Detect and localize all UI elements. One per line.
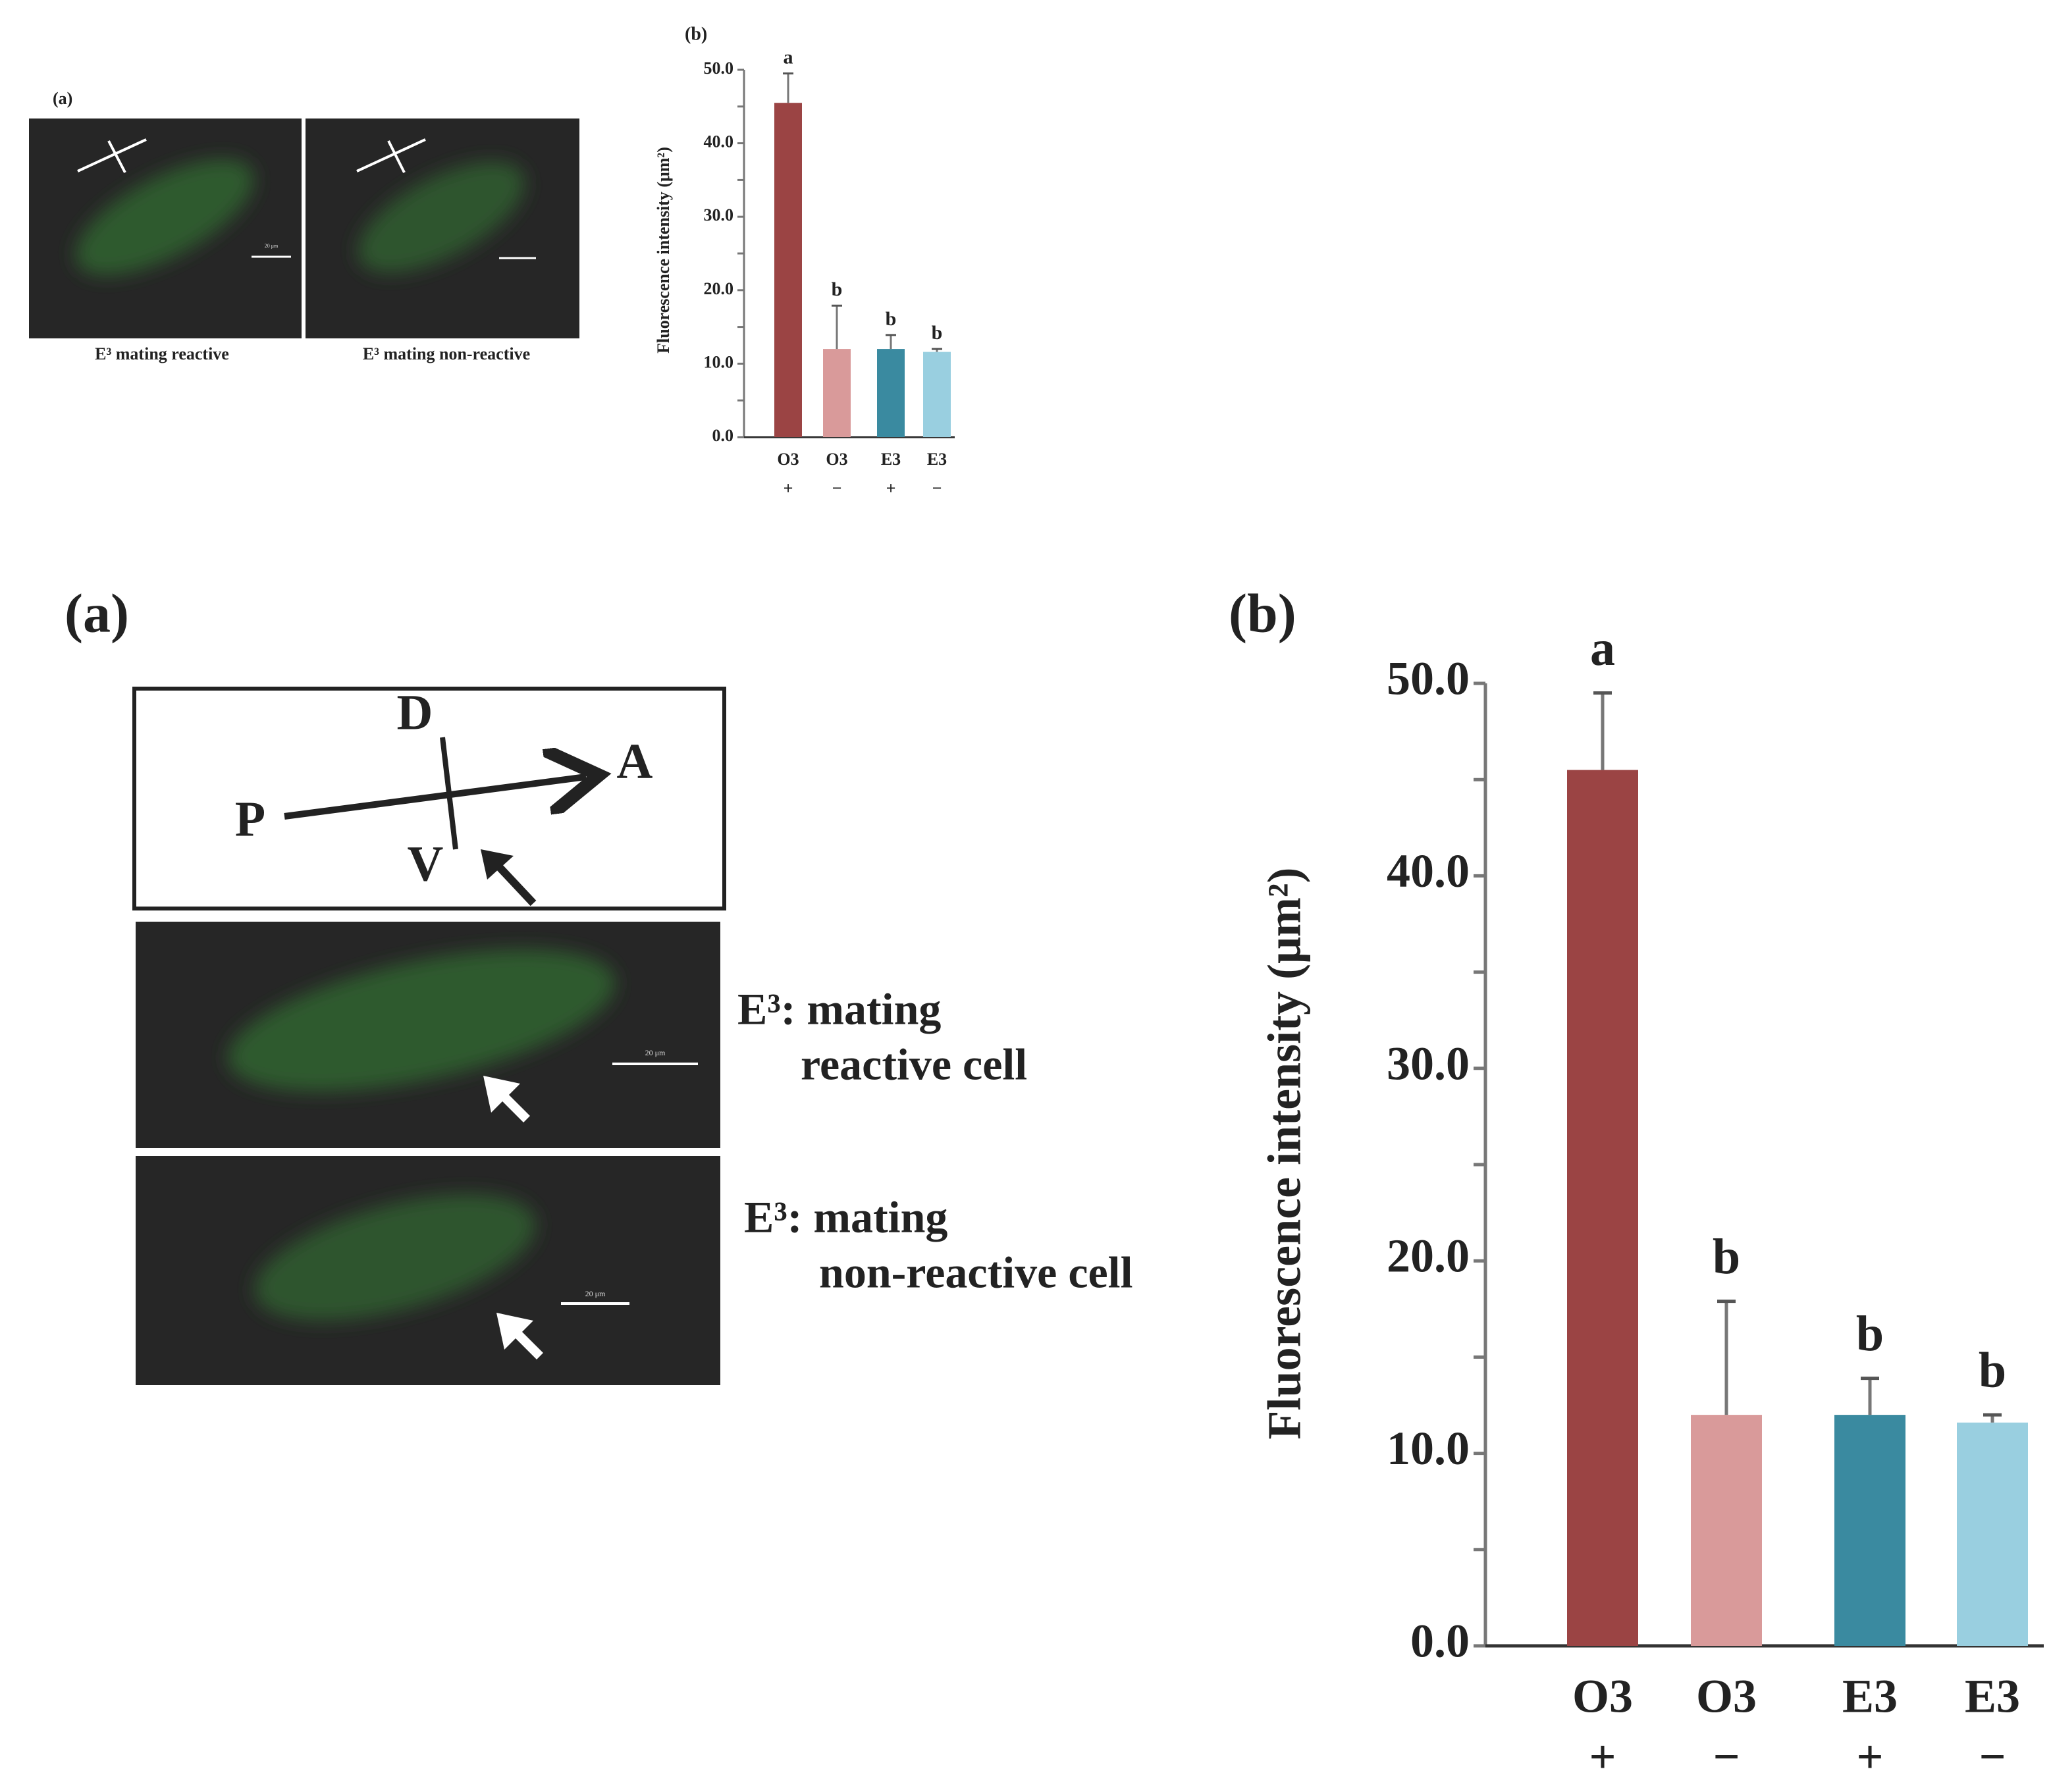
y-tick-label: 30.0 — [1387, 1037, 1470, 1090]
x-tick-sublabel: − — [832, 479, 842, 498]
bar — [1834, 1415, 1905, 1646]
y-tick-label: 10.0 — [1387, 1422, 1470, 1475]
y-tick-label: 0.0 — [712, 426, 734, 445]
significance-letter: b — [1979, 1343, 2006, 1398]
orientation-diagram — [132, 687, 726, 910]
panel-label: (a) — [65, 583, 129, 644]
x-tick-label: E3 — [927, 450, 947, 469]
panel-label: (b) — [1229, 583, 1296, 644]
x-tick-label: O3 — [777, 450, 799, 469]
x-tick-sublabel: − — [1979, 1731, 2006, 1783]
caption: non-reactive cell — [819, 1248, 1132, 1298]
caption: E³ mating reactive — [95, 344, 229, 363]
significance-letter: b — [1856, 1306, 1884, 1361]
x-tick-sublabel: − — [1713, 1731, 1740, 1783]
panel-label: (b) — [685, 24, 707, 44]
y-tick-label: 20.0 — [1387, 1230, 1470, 1282]
significance-letter: a — [784, 46, 793, 68]
caption: E³ mating non-reactive — [363, 344, 530, 363]
x-tick-sublabel: − — [932, 479, 942, 498]
caption: reactive cell — [801, 1040, 1027, 1090]
significance-letter: b — [932, 322, 943, 344]
x-tick-label: E3 — [1842, 1670, 1898, 1723]
scale-bar-label: 20 μm — [585, 1289, 606, 1298]
axis-letter: A — [617, 733, 653, 789]
y-axis-label: Fluorescence intensity (μm²) — [1258, 868, 1311, 1440]
scale-bar-label: 20 μm — [645, 1048, 666, 1057]
y-tick-label: 0.0 — [1410, 1615, 1470, 1668]
significance-letter: a — [1590, 621, 1615, 676]
bar — [1957, 1422, 2028, 1646]
y-tick-label: 50.0 — [704, 59, 734, 78]
micrograph — [306, 119, 579, 338]
y-tick-label: 30.0 — [704, 205, 734, 224]
axis-letter: V — [408, 836, 444, 891]
y-tick-label: 10.0 — [704, 352, 734, 371]
y-axis-label: Fluorescence intensity (μm²) — [654, 147, 673, 354]
y-tick-label: 20.0 — [704, 279, 734, 298]
bar — [774, 103, 802, 437]
x-tick-label: E3 — [1965, 1670, 2020, 1723]
panel-label: (a) — [53, 89, 72, 108]
significance-letter: b — [1713, 1229, 1740, 1284]
x-tick-label: O3 — [1696, 1670, 1757, 1723]
bar — [823, 349, 851, 437]
significance-letter: b — [886, 308, 897, 330]
y-tick-label: 40.0 — [704, 132, 734, 151]
micrograph — [136, 922, 720, 1148]
significance-letter: b — [832, 278, 843, 300]
bar — [1567, 770, 1638, 1646]
x-tick-label: E3 — [881, 450, 901, 469]
caption: E³: mating — [737, 984, 941, 1034]
y-tick-label: 40.0 — [1387, 845, 1470, 897]
bar — [923, 352, 951, 437]
x-tick-sublabel: + — [1589, 1731, 1616, 1783]
axis-letter: P — [235, 791, 265, 847]
x-tick-sublabel: + — [1856, 1731, 1883, 1783]
bar — [1691, 1415, 1762, 1646]
x-tick-label: O3 — [826, 450, 847, 469]
x-tick-label: O3 — [1572, 1670, 1633, 1723]
axis-letter: D — [397, 685, 433, 740]
x-tick-sublabel: + — [784, 479, 793, 498]
x-tick-sublabel: + — [886, 479, 896, 498]
micrograph — [136, 1156, 720, 1385]
bar — [877, 349, 905, 437]
caption: E³: mating — [744, 1192, 947, 1242]
y-tick-label: 50.0 — [1387, 652, 1470, 705]
scale-bar-label: 20 μm — [265, 243, 279, 249]
micrograph — [29, 119, 302, 338]
